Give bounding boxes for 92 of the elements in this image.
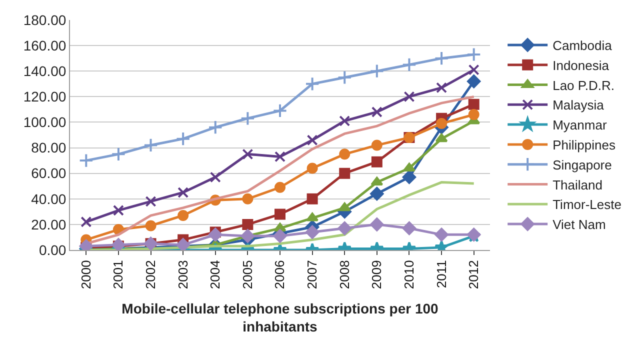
point <box>370 186 384 201</box>
point <box>145 220 156 232</box>
point <box>112 238 126 250</box>
point <box>274 222 286 232</box>
point <box>242 148 254 160</box>
point <box>468 98 480 110</box>
point <box>434 51 449 66</box>
point <box>370 218 384 232</box>
point <box>306 193 318 204</box>
point <box>145 196 156 207</box>
x-tick-label: 2006 <box>272 260 288 290</box>
x-tick-label: 2003 <box>175 260 190 290</box>
point <box>274 182 286 193</box>
legend-label: Malaysia <box>552 98 605 113</box>
point <box>338 202 351 212</box>
point <box>305 225 320 239</box>
x-tick-label: 2007 <box>304 260 320 290</box>
y-tick-label: 140.00 <box>23 63 66 80</box>
point <box>208 120 223 135</box>
legend-label: Timor-Leste <box>552 197 622 212</box>
point <box>370 176 384 186</box>
point <box>468 64 480 76</box>
point <box>436 118 448 129</box>
point <box>402 221 416 236</box>
x-axis-title: Mobile-cellular telephone subscriptions per 100 inhabitants <box>122 300 439 335</box>
x-tick-label: 2004 <box>208 260 223 290</box>
point <box>111 146 126 162</box>
point <box>305 76 320 92</box>
legend-label: Indonesia <box>552 58 610 73</box>
x-tick-label: 2008 <box>336 260 352 290</box>
x-tick-label: 2011 <box>434 260 449 288</box>
point <box>242 193 254 204</box>
point <box>274 208 286 220</box>
point <box>467 74 481 88</box>
y-tick-label: 0.00 <box>38 242 66 258</box>
point <box>112 204 124 216</box>
point <box>338 221 352 236</box>
y-tick-label: 180.00 <box>23 12 66 28</box>
point <box>371 106 382 118</box>
point <box>178 210 189 221</box>
legend-label: Singapore <box>552 157 612 172</box>
y-tick-label: 20.00 <box>31 216 66 232</box>
point <box>306 162 318 174</box>
point <box>208 228 222 242</box>
point <box>339 148 350 160</box>
x-tick-label: 2012 <box>466 260 482 290</box>
point <box>404 91 415 102</box>
point <box>402 170 416 184</box>
x-tick-label: 2009 <box>369 260 384 290</box>
x-tick-label: 2000 <box>78 260 94 290</box>
x-tick-label: 2001 <box>110 260 126 290</box>
legend-label: Myanmar <box>552 118 608 133</box>
x-tick-label: 2002 <box>142 260 158 290</box>
point <box>272 103 288 118</box>
point <box>210 172 221 183</box>
point <box>273 229 287 243</box>
point <box>274 151 286 162</box>
y-tick-label: 80.00 <box>31 140 66 156</box>
point <box>371 140 382 151</box>
legend-label: Lao P.D.R. <box>552 78 615 93</box>
x-tick-label: 2005 <box>240 260 255 290</box>
point <box>178 187 189 198</box>
point <box>337 70 352 85</box>
point <box>339 168 350 179</box>
legend-label: Philippines <box>552 138 616 153</box>
point <box>80 216 92 228</box>
y-tick-label: 100.00 <box>23 114 66 130</box>
point <box>403 162 416 172</box>
point <box>143 138 158 153</box>
point <box>240 229 255 243</box>
point <box>434 228 448 242</box>
point <box>176 132 190 146</box>
point <box>240 111 255 126</box>
point <box>242 218 254 230</box>
x-tick-label: 2010 <box>401 260 416 290</box>
point <box>371 156 382 168</box>
legend-label: Thailand <box>552 177 602 192</box>
point <box>306 134 318 146</box>
y-tick-label: 120.00 <box>23 88 66 105</box>
point <box>436 82 448 94</box>
point <box>78 153 94 168</box>
point <box>435 133 448 142</box>
point <box>466 47 482 62</box>
y-tick-label: 60.00 <box>31 165 66 182</box>
point <box>370 64 384 78</box>
y-tick-label: 160.00 <box>23 37 66 54</box>
legend-label: Viet Nam <box>552 217 606 232</box>
y-tick-label: 40.00 <box>31 190 66 207</box>
point <box>339 115 350 126</box>
legend-label: Cambodia <box>552 38 613 54</box>
point <box>468 109 480 120</box>
point <box>402 57 417 72</box>
